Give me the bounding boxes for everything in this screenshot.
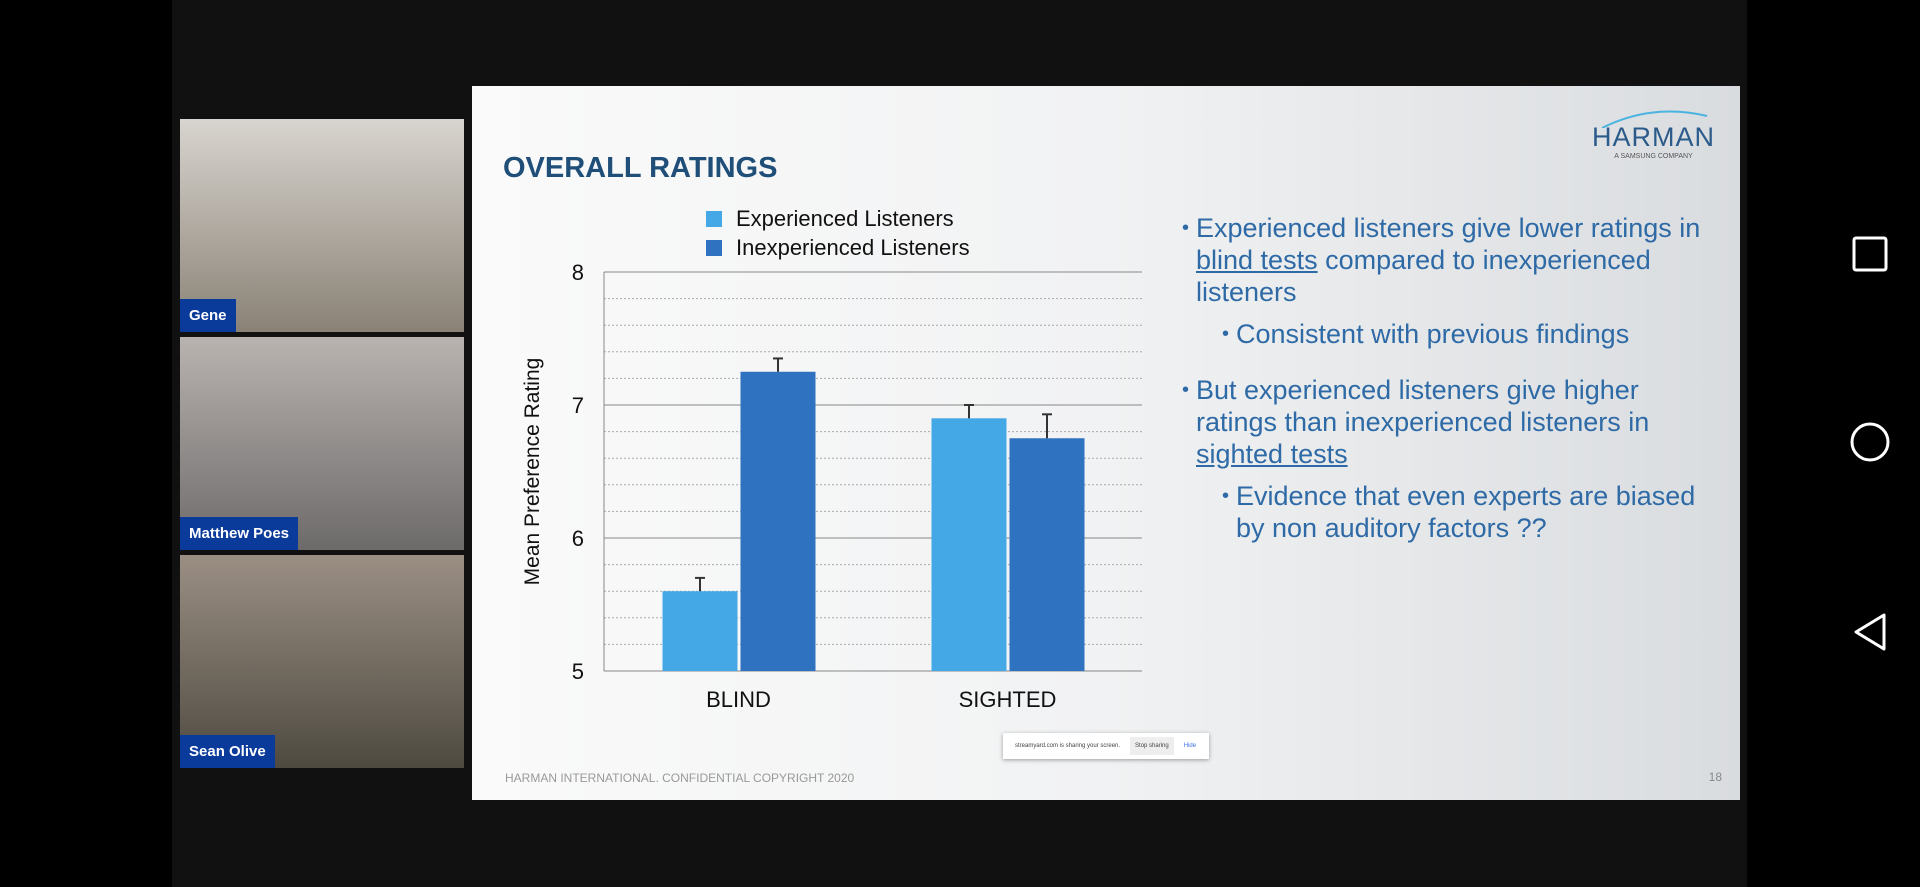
- square-icon: [1852, 236, 1888, 272]
- bar: [662, 591, 738, 671]
- bullet-item: Experienced listeners give lower ratings…: [1182, 212, 1722, 308]
- logo-swoosh-icon: [1601, 110, 1708, 128]
- hide-button[interactable]: Hide: [1183, 743, 1197, 749]
- participant-tile-sean[interactable]: Sean Olive: [180, 555, 464, 768]
- participant-tile-gene[interactable]: Gene: [180, 119, 464, 332]
- harman-logo: HARMAN A SAMSUNG COMPANY: [1592, 108, 1715, 160]
- bar: [931, 418, 1007, 671]
- shared-slide: OVERALL RATINGS HARMAN A SAMSUNG COMPANY…: [472, 86, 1740, 800]
- y-tick-label: 7: [572, 393, 584, 418]
- triangle-back-icon: [1854, 613, 1886, 651]
- chart-legend: Experienced Listeners Inexperienced List…: [706, 204, 970, 262]
- screen-share-bar: streamyard.com is sharing your screen. S…: [1003, 733, 1209, 759]
- slide-bullets: Experienced listeners give lower ratings…: [1182, 212, 1722, 544]
- recent-apps-button[interactable]: [1850, 234, 1890, 274]
- bar: [740, 371, 816, 671]
- bar: [1009, 438, 1085, 671]
- legend-swatch: [706, 239, 722, 256]
- bullet-item: But experienced listeners give higher ra…: [1182, 374, 1722, 470]
- bar-chart: 5 6 7 8 Mean Preference Rating BLIND SIGHTED: [521, 260, 1142, 712]
- circle-icon: [1850, 422, 1890, 462]
- page-number: 18: [1708, 770, 1722, 784]
- legend-item: Inexperienced Listeners: [706, 233, 970, 262]
- participant-name: Sean Olive: [180, 735, 275, 768]
- participant-name: Matthew Poes: [180, 517, 299, 550]
- legend-item: Experienced Listeners: [706, 204, 970, 233]
- x-tick-label: BLIND: [706, 687, 771, 712]
- participant-name: Gene: [180, 299, 236, 332]
- y-tick-label: 5: [572, 659, 584, 684]
- bullet-item: Consistent with previous findings: [1222, 318, 1722, 350]
- slide-footer: HARMAN INTERNATIONAL. CONFIDENTIAL COPYR…: [505, 771, 855, 785]
- bullet-item: Evidence that even experts are biased by…: [1222, 480, 1722, 544]
- participant-tile-matthew[interactable]: Matthew Poes: [180, 337, 464, 550]
- slide-title: OVERALL RATINGS: [503, 152, 778, 184]
- y-tick-label: 6: [572, 526, 584, 551]
- home-button[interactable]: [1850, 422, 1890, 462]
- legend-swatch: [706, 210, 722, 227]
- share-message: streamyard.com is sharing your screen.: [1015, 743, 1121, 749]
- y-axis-label: Mean Preference Rating: [521, 358, 544, 586]
- x-tick-label: SIGHTED: [959, 687, 1057, 712]
- stop-sharing-button[interactable]: Stop sharing: [1130, 737, 1174, 755]
- back-button[interactable]: [1850, 612, 1890, 652]
- y-tick-label: 8: [572, 260, 584, 285]
